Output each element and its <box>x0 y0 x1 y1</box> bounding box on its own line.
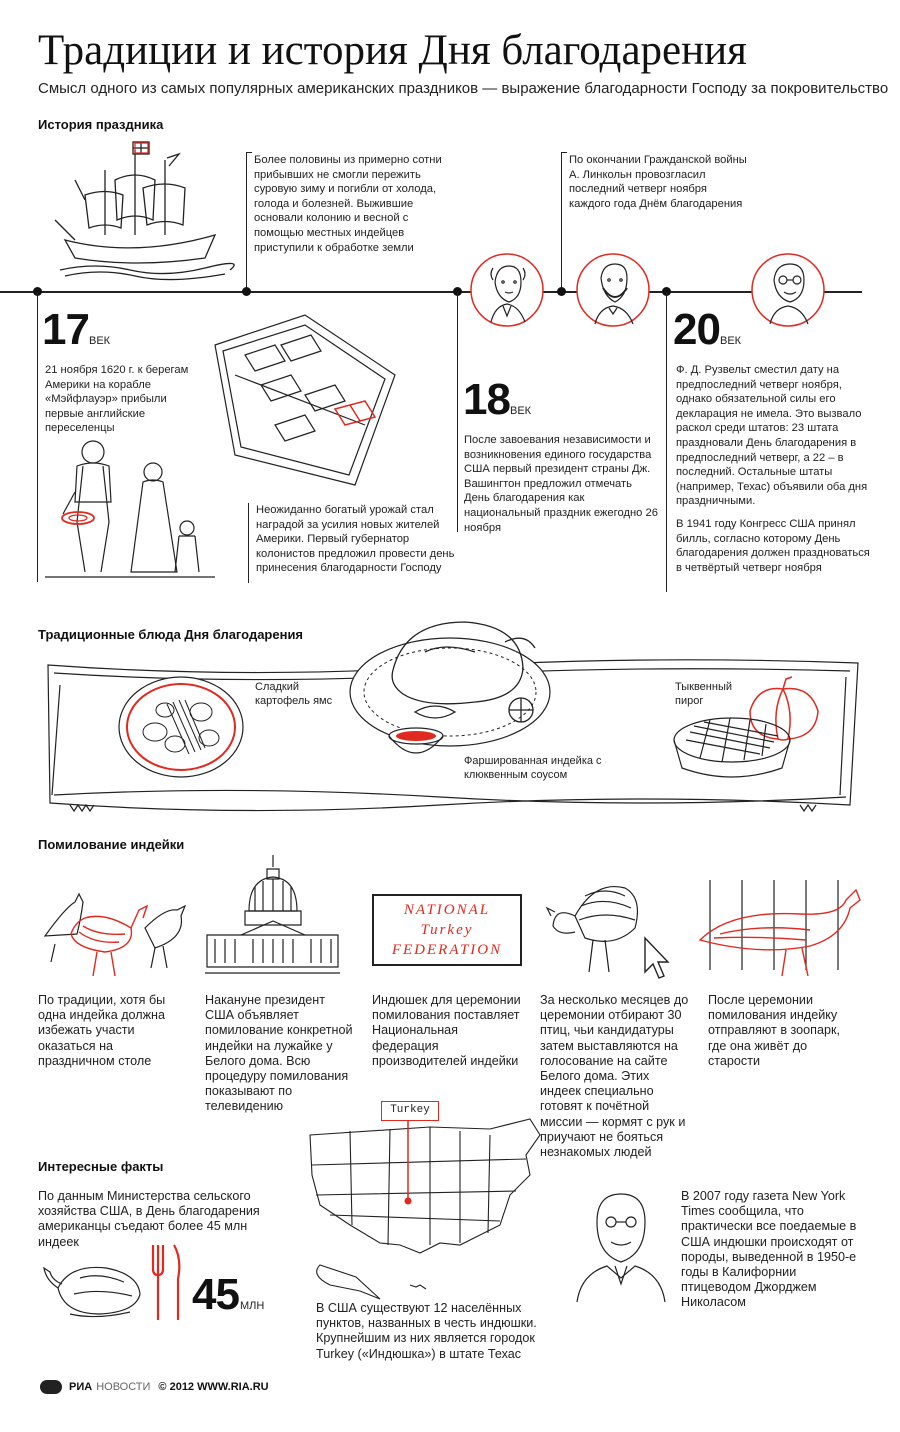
century-17-number: 17 <box>42 305 90 354</box>
section-title-facts: Интересные факты <box>38 1159 164 1174</box>
harvest-note: Неожиданно богатый урожай стал наградой … <box>256 504 455 575</box>
page-title: Традиции и история Дня благодарения <box>38 27 747 74</box>
section-title-pardon: Помилование индейки <box>38 837 185 852</box>
roosevelt-portrait <box>751 253 825 327</box>
century-17-unit: ВЕК <box>89 335 111 347</box>
pardon-text-4: За несколько месяцев до церемонии отбира… <box>540 993 689 1160</box>
timeline-dot-ship <box>242 287 251 296</box>
lincoln-portrait <box>576 253 650 327</box>
section-title-dishes: Традиционные блюда Дня благодарения <box>38 627 304 642</box>
footer-brand: РИА НОВОСТИ © 2012 WWW.RIA.RU <box>40 1380 269 1394</box>
turkey-and-cursor-illustration <box>545 886 670 979</box>
century-18-number: 18 <box>463 375 511 424</box>
washington-portrait <box>470 253 544 327</box>
turkey-town-sign-text: Turkey <box>390 1104 430 1116</box>
consumption-text: По данным Министерства сельского хозяйст… <box>38 1189 260 1249</box>
pardon-text-5: После церемонии помилования индейку отпр… <box>708 993 840 1068</box>
roast-turkey-icon <box>43 1266 141 1318</box>
lincoln-note: По окончании Гражданской войны А. Линкол… <box>569 154 747 210</box>
century-18-text: После завоевания независимости и возникн… <box>464 434 658 534</box>
stuffed-turkey-platter <box>349 621 551 747</box>
national-turkey-federation-logo: NATIONAL Turkey FEDERATION <box>372 894 522 966</box>
timeline-dot-lincoln <box>557 287 566 296</box>
timeline-dot-17 <box>33 287 42 296</box>
century-20-text2: В 1941 году Конгресс США принял билль, с… <box>676 518 870 574</box>
pardon-text-1: По традиции, хотя бы одна индейка должна… <box>38 993 166 1068</box>
us-map-illustration <box>309 1118 541 1300</box>
turkey-town-sign: Turkey <box>381 1101 439 1121</box>
timeline-line <box>0 291 862 293</box>
towns-text: В США существуют 12 населённых пунктов, … <box>316 1301 537 1361</box>
century-20-unit: ВЕК <box>720 335 742 347</box>
century-17-text: 21 ноября 1620 г. к берегам Америки на к… <box>45 364 189 435</box>
century-20-number: 20 <box>673 305 721 354</box>
dish-label-pie: Тыквенный пирог <box>675 681 732 707</box>
footer-brand-b: НОВОСТИ <box>96 1381 151 1393</box>
federation-logo-text: NATIONAL Turkey FEDERATION <box>391 902 503 958</box>
pardon-text-3: Индюшек для церемонии помилования постав… <box>372 993 521 1068</box>
dish-label-turkey: Фаршированная индейка с клюквенным соусо… <box>464 755 602 781</box>
tablecloth-illustration <box>47 659 859 813</box>
ship-note: Более половины из примерно сотни прибывш… <box>254 154 442 254</box>
nicholas-portrait <box>576 1193 666 1303</box>
fork-and-knife-icon <box>151 1244 181 1320</box>
consumption-big-unit: МЛН <box>240 1300 265 1312</box>
colony-fort-illustration <box>214 314 396 486</box>
nyt-text: В 2007 году газета New York Times сообщи… <box>681 1189 857 1310</box>
pumpkin-pie-icon <box>673 717 791 778</box>
pardon-text-2: Накануне президент США объявляет помилов… <box>205 993 353 1114</box>
page-subtitle: Смысл одного из самых популярных америка… <box>38 80 889 97</box>
sweet-potato-plate <box>118 676 244 778</box>
capitol-building-illustration <box>205 855 340 974</box>
consumption-big-number: 45 <box>192 1270 240 1319</box>
dish-label-yam: Сладкий картофель ямс <box>255 681 333 707</box>
turkey-flock-illustration <box>43 892 187 977</box>
pilgrims-illustration <box>45 440 215 578</box>
footer-brand-a: РИА <box>69 1381 93 1393</box>
century-18-unit: ВЕК <box>510 405 532 417</box>
ria-logo-icon <box>40 1380 62 1394</box>
century-20-text: Ф. Д. Рузвельт сместил дату на предпосле… <box>676 364 868 508</box>
mayflower-ship-illustration <box>54 141 235 281</box>
section-title-history: История праздника <box>38 117 164 132</box>
footer-copyright[interactable]: © 2012 WWW.RIA.RU <box>158 1381 269 1393</box>
turkey-behind-bars-illustration <box>698 880 861 977</box>
timeline-dot-18 <box>453 287 462 296</box>
cranberry-sauce-bowl <box>388 727 444 754</box>
timeline-dot-20 <box>662 287 671 296</box>
